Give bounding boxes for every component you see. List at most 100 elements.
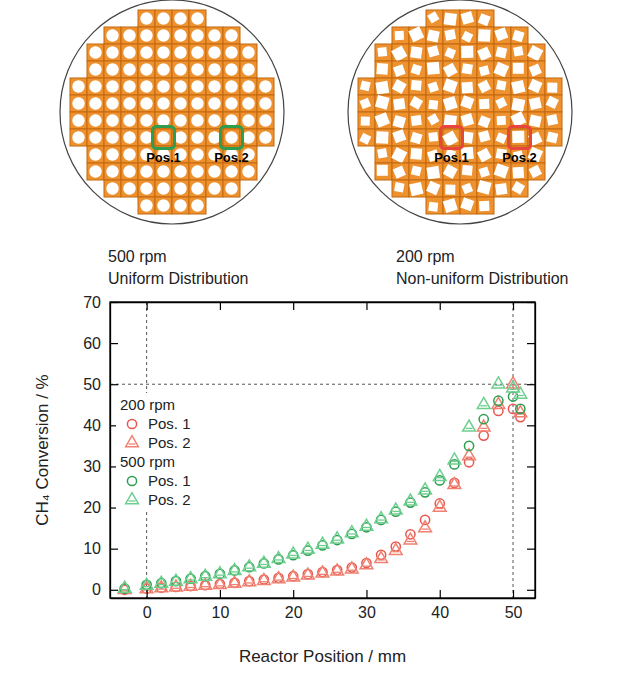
cell: [494, 78, 511, 95]
tick: 60: [83, 335, 118, 352]
cell: [155, 129, 172, 146]
pellet: [242, 131, 254, 143]
cell: [104, 180, 121, 197]
diagram-caption: Uniform Distribution: [108, 270, 248, 287]
cell: [189, 146, 206, 163]
marker-part: [184, 572, 197, 583]
cell: [138, 27, 155, 44]
pellet: [444, 47, 456, 59]
cell: [443, 61, 460, 78]
cell: [240, 95, 257, 112]
cell: [172, 95, 189, 112]
pellet: [546, 96, 559, 109]
reactor-outline: [60, 0, 284, 224]
marker-part: [258, 556, 271, 567]
cell: [477, 197, 494, 214]
marker-part: [345, 526, 358, 537]
pellet: [547, 83, 557, 93]
cell: [477, 27, 494, 44]
tick-mark: [527, 384, 535, 385]
marker-part: [214, 567, 227, 578]
tick: [220, 302, 221, 310]
cell: [104, 146, 121, 163]
pellet: [461, 82, 473, 94]
tick: 0: [143, 590, 152, 621]
pellet: [225, 131, 237, 143]
pellet: [191, 182, 203, 194]
tick: [527, 343, 535, 344]
pellet: [191, 12, 203, 24]
tick: 50: [505, 590, 523, 621]
tick-mark: [147, 302, 148, 310]
pellet: [410, 96, 424, 110]
cell: [528, 163, 545, 180]
tick-label: 20: [83, 499, 101, 516]
pellet: [527, 45, 543, 61]
marker-part: [121, 590, 128, 591]
cell: [121, 61, 138, 78]
cell: [358, 112, 375, 129]
pellet: [191, 199, 203, 211]
cell: [528, 112, 545, 129]
pellet: [208, 46, 220, 58]
tick-mark: [110, 549, 118, 550]
legend-marker: [126, 436, 139, 447]
pellet: [427, 45, 439, 57]
marker-part: [378, 519, 385, 520]
pellet: [174, 29, 186, 41]
cell: [392, 163, 409, 180]
cell: [121, 44, 138, 61]
pellet: [157, 80, 169, 92]
pellet: [123, 29, 135, 41]
cell: [511, 27, 528, 44]
tick: 20: [285, 590, 303, 621]
cell: [358, 95, 375, 112]
marker-part: [272, 552, 285, 563]
pellet: [89, 63, 101, 75]
marker-part: [216, 585, 223, 586]
marker-part: [477, 397, 490, 408]
marker-part: [331, 564, 344, 575]
legend-group: 200 rpm: [120, 396, 175, 413]
cell: [189, 44, 206, 61]
marker-part: [199, 569, 212, 580]
diagram-caption: 200 rpm: [396, 248, 455, 265]
pellet: [225, 182, 237, 194]
pellet: [411, 64, 422, 75]
tick: [513, 302, 514, 310]
pellet: [529, 115, 542, 128]
pellet: [106, 80, 118, 92]
cell: [528, 95, 545, 112]
pellet: [478, 115, 491, 128]
pellet: [123, 182, 135, 194]
data-point: [301, 568, 314, 579]
tick-label: 60: [83, 335, 101, 352]
pellet: [174, 165, 186, 177]
data-point: [375, 512, 388, 523]
pellet: [174, 46, 186, 58]
pellet: [461, 183, 473, 195]
pellet: [428, 81, 439, 92]
data-point: [345, 526, 358, 537]
cell: [545, 112, 562, 129]
cell: [104, 27, 121, 44]
pellet: [443, 63, 458, 78]
data-point: [404, 494, 417, 505]
cell: [189, 129, 206, 146]
pellet: [428, 100, 438, 110]
pellet: [377, 148, 387, 158]
cell: [409, 146, 426, 163]
marker-part: [436, 508, 443, 509]
tick: 0: [92, 581, 118, 598]
marker-part: [243, 560, 256, 571]
cell: [477, 95, 494, 112]
pellet: [427, 11, 439, 23]
y-axis-title: CH₄ Conversion / %: [33, 374, 52, 526]
tick: [147, 302, 148, 310]
pellet: [479, 65, 490, 76]
data-point: [228, 564, 241, 575]
tick-mark: [527, 590, 535, 591]
cell: [392, 78, 409, 95]
marker-part: [389, 543, 402, 554]
cell: [155, 61, 172, 78]
